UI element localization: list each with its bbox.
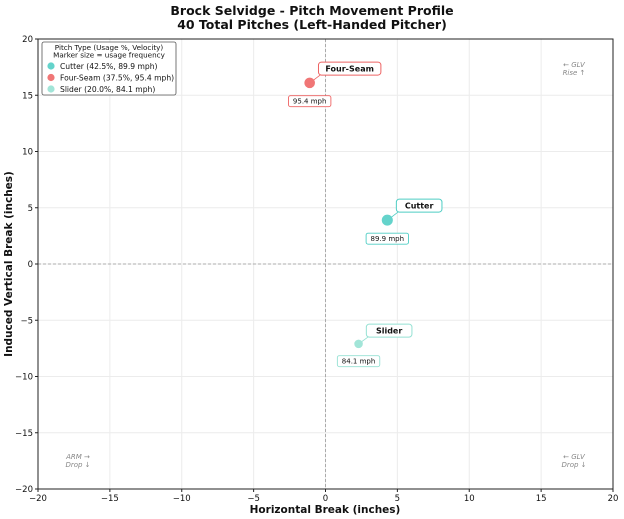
y-tick-label: −20 (15, 485, 33, 495)
chart-subtitle: 40 Total Pitches (Left-Handed Pitcher) (177, 17, 447, 32)
corner-note-line: Rise ↑ (563, 69, 586, 77)
chart-title: Brock Selvidge - Pitch Movement Profile (170, 3, 453, 18)
x-tick-label: 0 (323, 494, 328, 504)
pitch-markers (303, 76, 394, 350)
pitch-marker (380, 213, 394, 227)
x-axis-ticks: −20 −15 −10 −5 0 5 10 15 20 (29, 489, 618, 504)
legend-title: Marker size = usage frequency (53, 51, 165, 60)
zero-reference-lines (38, 39, 613, 489)
callout-name-box (395, 198, 443, 213)
legend-entry: Cutter (42.5%, 89.9 mph) (60, 62, 158, 71)
corner-note-line: ← GLV (563, 453, 586, 461)
legend-marker (47, 85, 55, 93)
callout-velocity: 95.4 mph (293, 98, 327, 106)
x-tick-label: 5 (395, 494, 400, 504)
corner-note-line: Drop ↓ (65, 461, 90, 469)
corner-note-line: ← GLV (563, 61, 586, 69)
callout-name: Slider (376, 327, 402, 336)
legend-title: Pitch Type (Usage %, Velocity) (55, 43, 164, 52)
callout-velocity: 89.9 mph (371, 235, 405, 243)
x-tick-label: −15 (101, 494, 119, 504)
y-tick-label: −15 (15, 429, 33, 439)
x-tick-label: −10 (173, 494, 191, 504)
callout-name-box (317, 61, 382, 76)
corner-note-line: ARM → (65, 453, 90, 461)
y-tick-label: 0 (28, 260, 33, 270)
pitch-callouts: Cutter 89.9 mph Four-Seam 95.4 mph Slider 84.… (288, 61, 443, 368)
pitch-marker (303, 76, 316, 90)
y-tick-label: −10 (15, 373, 33, 383)
y-tick-label: −5 (20, 316, 33, 326)
callout-velocity-box (288, 95, 332, 108)
callout-name: Cutter (405, 202, 434, 211)
y-tick-label: 20 (22, 35, 33, 45)
y-axis-label: Induced Vertical Break (inches) (3, 171, 15, 357)
legend-box (41, 41, 177, 96)
corner-note-line: Drop ↓ (561, 461, 586, 469)
x-tick-label: −5 (247, 494, 260, 504)
legend-marker (47, 73, 55, 82)
callout-velocity-box (336, 355, 381, 368)
callout-name: Four-Seam (325, 65, 374, 74)
legend: Pitch Type (Usage %, Velocity)Marker siz… (41, 41, 177, 96)
callout-name-box (365, 323, 413, 338)
x-axis-label: Horizontal Break (inches) (250, 504, 401, 516)
y-tick-label: 10 (22, 148, 33, 158)
y-tick-label: 5 (28, 204, 33, 214)
y-axis-ticks: −20 −15 −10 −5 0 5 10 15 20 (15, 35, 38, 495)
x-tick-label: 20 (608, 494, 619, 504)
x-tick-label: −20 (29, 494, 47, 504)
callout-velocity: 84.1 mph (342, 358, 376, 366)
x-tick-label: 10 (464, 494, 475, 504)
legend-marker (47, 62, 55, 70)
pitch-marker (353, 338, 364, 350)
legend-entry: Slider (20.0%, 84.1 mph) (60, 85, 155, 94)
legend-entry: Four-Seam (37.5%, 95.4 mph) (60, 73, 174, 82)
y-tick-label: 15 (22, 91, 33, 101)
x-tick-label: 15 (536, 494, 547, 504)
callout-velocity-box (365, 232, 409, 245)
